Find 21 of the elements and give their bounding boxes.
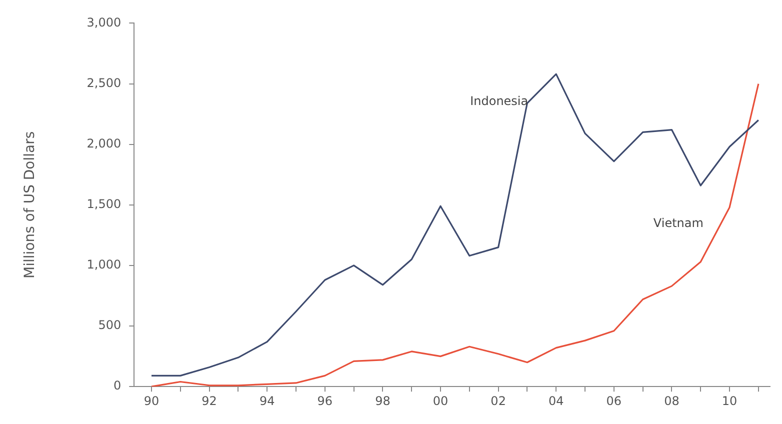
x-tick-label: 10 bbox=[722, 394, 738, 408]
x-tick-label: 96 bbox=[317, 394, 333, 408]
x-tick-label: 02 bbox=[490, 394, 506, 408]
y-tick-label: 1,500 bbox=[86, 197, 122, 212]
series-label: Vietnam bbox=[653, 216, 704, 230]
y-tick-label: 2,500 bbox=[86, 76, 122, 90]
x-tick-label: 90 bbox=[144, 394, 160, 408]
y-tick-label: 3,000 bbox=[86, 15, 122, 30]
series-label: Indonesia bbox=[470, 94, 528, 108]
x-tick-label: 00 bbox=[432, 394, 448, 408]
y-tick-label: 1,000 bbox=[86, 258, 122, 272]
x-tick-label: 98 bbox=[375, 394, 390, 408]
x-tick-label: 94 bbox=[259, 394, 275, 408]
x-tick-label: 92 bbox=[202, 394, 217, 408]
x-tick-label: 08 bbox=[664, 394, 680, 408]
x-tick-label: 06 bbox=[606, 394, 622, 408]
x-tick-label: 04 bbox=[548, 394, 564, 408]
y-tick-label: 0 bbox=[114, 378, 122, 393]
y-axis-title: Millions of US Dollars bbox=[22, 131, 38, 278]
y-tick-label: 2,000 bbox=[86, 136, 122, 150]
y-tick-label: 500 bbox=[98, 318, 122, 332]
